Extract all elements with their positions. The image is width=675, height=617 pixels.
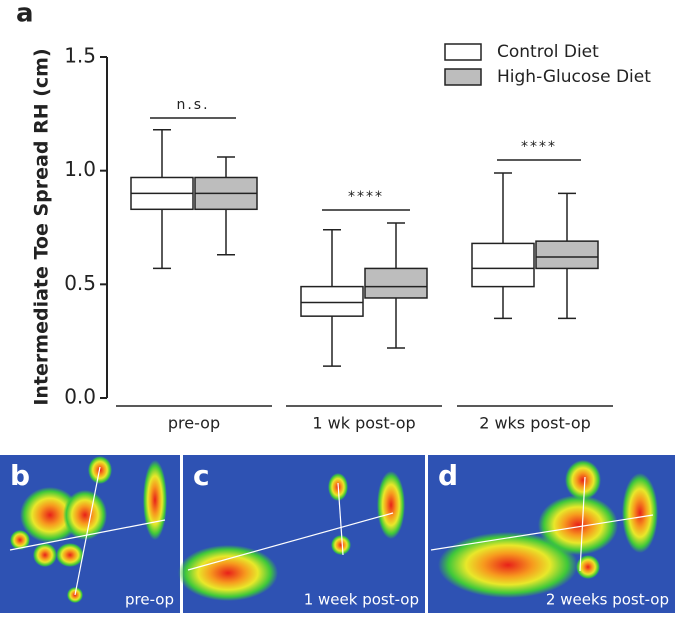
legend-swatch [444,43,482,61]
pressure-blob [33,543,57,567]
measure-line [579,476,586,572]
significance-label: **** [521,139,557,155]
box [471,242,535,288]
measure-line [74,466,101,596]
image-label: b [10,459,30,492]
y-tick-label: 0.5 [64,271,96,295]
x-tick-label: pre-op [168,414,220,433]
pressure-blob [143,460,167,540]
pressure-blob [56,543,84,567]
pressure-blob [576,555,600,579]
legend-label: High-Glucose Diet [497,67,651,87]
pressure-blob [331,535,351,555]
image-label: d [438,459,458,492]
image-caption: 2 weeks post-op [546,591,669,609]
pressure-blob [63,490,107,540]
image-panels: b pre-op c 1 week post-op d 2 weeks post-op [0,455,675,613]
box [535,240,599,270]
significance-label: n.s. [176,97,209,113]
pressure-blob [377,471,405,539]
y-tick-label: 0.0 [64,385,96,409]
image-caption: pre-op [125,591,174,609]
box [364,267,428,299]
image-panel: d 2 weeks post-op [428,455,675,613]
pressure-blob [438,532,578,598]
pressure-blob [10,530,30,550]
legend-swatch [444,68,482,86]
y-tick-label: 1.5 [64,44,96,68]
y-axis-label: Intermediate Toe Spread RH (cm) [31,48,53,405]
measure-line [187,512,394,571]
pressure-blob [178,545,278,601]
measure-line [337,482,344,556]
pressure-blob [565,460,601,500]
panel-label: a [16,0,34,29]
legend-label: Control Diet [497,42,599,62]
x-tick-label: 1 wk post-op [312,414,415,433]
measure-line [430,514,654,551]
y-tick-label: 1.0 [64,157,96,181]
box [300,285,364,317]
pressure-blob [622,473,658,553]
measure-line [9,519,166,551]
image-panel: c 1 week post-op [178,455,425,613]
image-caption: 1 week post-op [304,591,419,609]
image-label: c [193,459,210,492]
pressure-blob [20,487,80,543]
significance-label: **** [348,189,384,205]
x-tick-label: 2 wks post-op [479,414,591,433]
pressure-blob [538,495,618,555]
image-panel: b pre-op [0,455,180,613]
